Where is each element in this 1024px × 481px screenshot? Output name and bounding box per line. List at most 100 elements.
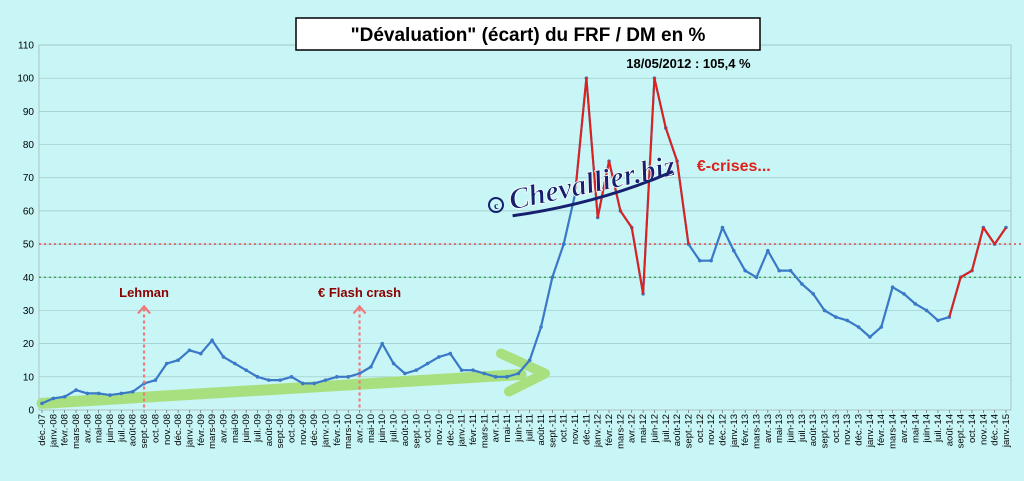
x-tick-label-16: avr.-09 <box>218 414 229 443</box>
y-tick-label-11: 110 <box>18 41 34 52</box>
series-0-point-19 <box>255 375 260 379</box>
series-0-point-32 <box>403 371 407 376</box>
x-tick-label-80: août-14 <box>944 414 955 446</box>
series-0-point-40 <box>493 375 498 379</box>
series-0-point-24 <box>312 381 316 386</box>
x-tick-label-7: juil.-08 <box>116 414 127 443</box>
series-0-point-68 <box>811 292 815 296</box>
series-0-point-43 <box>527 358 532 363</box>
series-0-point-4 <box>85 391 90 396</box>
series-0-point-46 <box>561 242 566 246</box>
series-0-point-7 <box>119 391 124 396</box>
plot-area <box>38 44 1012 411</box>
series-0-point-37 <box>459 368 464 372</box>
x-tick-label-35: nov.-10 <box>434 414 445 445</box>
x-tick-label-1: janv.-08 <box>48 414 59 448</box>
series-0-point-5 <box>96 391 101 396</box>
series-0-point-72 <box>856 325 861 329</box>
x-tick-label-65: mai-13 <box>774 414 785 443</box>
x-tick-label-45: sept.-11 <box>547 414 558 448</box>
series-0-point-29 <box>369 365 373 369</box>
series-0-point-12 <box>176 358 180 363</box>
reference-lines <box>39 243 1021 278</box>
series-0-point-64 <box>766 248 770 253</box>
series-0-point-67 <box>800 282 804 286</box>
series-0-point-38 <box>471 368 475 372</box>
series-0-point-17 <box>233 361 237 366</box>
copyright-icon <box>488 197 504 213</box>
x-tick-label-3: mars-08 <box>71 414 82 449</box>
x-tick-label-83: nov.-14 <box>978 414 989 445</box>
x-tick-label-41: mai-11 <box>502 414 513 442</box>
x-tick-label-9: sept.-08 <box>139 414 150 448</box>
trend-arrow <box>36 348 551 409</box>
annotation-arrowhead-0 <box>137 304 151 315</box>
x-tick-label-72: déc.-13 <box>854 414 865 446</box>
trend-arrow-shaft <box>36 369 527 409</box>
annotation-label-0: Lehman <box>119 285 169 300</box>
x-tick-label-6: juin-08 <box>105 414 116 444</box>
x-tick-label-38: févr.-11 <box>468 414 479 445</box>
copyright-icon-glyph: c <box>493 201 500 213</box>
series-0-point-79 <box>936 318 940 323</box>
x-tick-label-84: déc.-14 <box>990 414 1001 446</box>
x-tick-label-63: mars-13 <box>751 414 762 449</box>
x-tick-label-85: janv.-15 <box>1001 414 1012 448</box>
trend-arrow-head <box>496 348 551 397</box>
x-tick-label-27: mars-10 <box>343 414 354 449</box>
series-0-point-60 <box>720 225 725 230</box>
x-tick-label-2: févr.-08 <box>60 414 71 446</box>
x-tick-label-46: oct.-11 <box>559 414 570 442</box>
x-tick-label-47: nov.-11 <box>570 414 581 444</box>
series-0-point-1 <box>51 396 56 401</box>
x-tick-label-48: déc.-11 <box>581 414 592 445</box>
series-0-point-15 <box>210 338 214 343</box>
series-1-segment-3 <box>948 226 1007 318</box>
title-box: "Dévaluation" (écart) du FRF / DM en % <box>295 17 761 51</box>
annotation-label-2: 18/05/2012 : 105,4 % <box>626 56 751 71</box>
x-tick-label-42: juin-11 <box>513 414 524 443</box>
x-tick-label-49: janv.-12 <box>593 414 604 448</box>
x-tick-label-81: sept.-14 <box>956 414 967 448</box>
series-0-point-62 <box>743 268 747 273</box>
series-0-point-59 <box>709 258 713 263</box>
x-tick-label-11: nov.-08 <box>162 414 173 445</box>
series-0-point-26 <box>335 375 339 379</box>
x-tick-label-21: sept.-09 <box>275 414 286 448</box>
x-tick-label-12: déc.-08 <box>173 414 184 446</box>
series-0-point-25 <box>323 378 328 382</box>
series-0-point-71 <box>845 318 850 323</box>
series-0-point-30 <box>380 341 385 346</box>
series-0-point-0 <box>40 401 44 406</box>
series-0-point-63 <box>754 275 759 280</box>
series-0-point-2 <box>62 394 67 399</box>
x-tick-label-82: oct.-14 <box>967 414 978 443</box>
x-tick-label-29: mai-10 <box>366 414 377 443</box>
series-0-point-22 <box>289 375 294 379</box>
chart-title: "Dévaluation" (écart) du FRF / DM en % <box>351 25 706 46</box>
x-tick-label-57: sept.-12 <box>683 414 694 448</box>
series-0-point-76 <box>902 292 906 296</box>
x-tick-label-22: oct.-09 <box>287 414 298 443</box>
x-tick-label-76: avr.-14 <box>899 414 910 443</box>
x-tick-label-74: févr.-14 <box>876 414 887 446</box>
series-0-point-18 <box>244 368 248 372</box>
series-0-point-33 <box>414 368 419 372</box>
series-0-point-21 <box>278 378 282 382</box>
series-0-point-45 <box>550 275 555 280</box>
x-tick-label-33: sept.-10 <box>411 414 422 448</box>
x-tick-label-28: avr.-10 <box>355 414 366 443</box>
x-tick-label-75: mars-14 <box>888 414 899 449</box>
series-0-point-8 <box>130 389 135 394</box>
x-tick-label-77: mai-14 <box>910 414 921 443</box>
x-axis-ticks: déc.-07 janv.-08 févr.-08 mars-08 avr.-08 mai… <box>37 410 1012 449</box>
x-tick-label-62: févr.-13 <box>740 414 751 446</box>
x-tick-label-20: août-09 <box>264 414 275 446</box>
series-0-point-20 <box>267 378 271 382</box>
x-tick-label-54: juin-12 <box>649 414 660 444</box>
series-0-point-39 <box>482 371 487 376</box>
series-0-point-58 <box>697 258 702 263</box>
x-tick-label-34: oct.-10 <box>423 414 434 443</box>
x-tick-label-58: oct.-12 <box>695 414 706 443</box>
